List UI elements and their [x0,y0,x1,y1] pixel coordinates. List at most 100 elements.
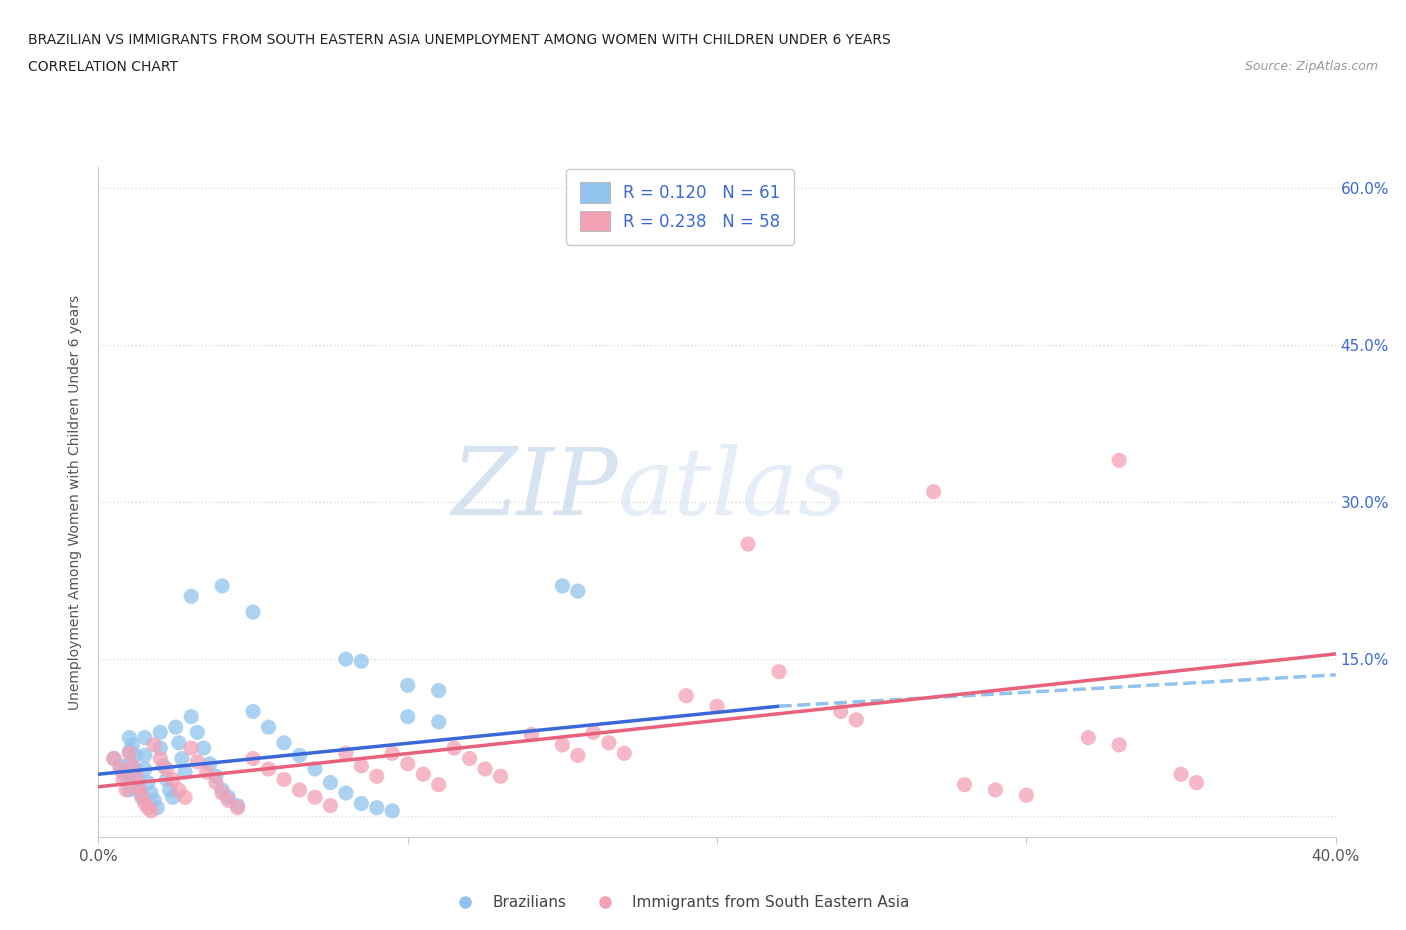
Point [115,769,138,784]
Point [195,764,218,779]
Point [1108,453,1130,468]
Point [186,725,208,740]
Point [396,678,419,693]
Point [136,800,159,815]
Point [180,710,202,724]
Point [162,772,184,787]
Point [984,782,1007,797]
Point [706,698,728,713]
Point [1108,737,1130,752]
Point [335,746,357,761]
Point [551,737,574,752]
Point [675,688,697,703]
Point [134,730,156,745]
Point [115,782,138,797]
Point [170,751,193,766]
Point [134,796,156,811]
Point [143,793,166,808]
Point [143,737,166,752]
Point [226,800,249,815]
Point [489,769,512,784]
Point [128,772,150,787]
Point [217,790,239,804]
Point [155,762,177,777]
Point [136,776,159,790]
Point [335,652,357,667]
Point [149,751,172,766]
Point [520,727,543,742]
Point [1185,776,1208,790]
Point [242,604,264,619]
Point [567,584,589,599]
Point [242,751,264,766]
Point [257,720,280,735]
Point [304,762,326,777]
Text: Source: ZipAtlas.com: Source: ZipAtlas.com [1244,60,1378,73]
Point [112,772,135,787]
Point [139,786,162,801]
Point [319,798,342,813]
Point [830,704,852,719]
Point [121,737,143,752]
Legend: Brazilians, Immigrants from South Eastern Asia: Brazilians, Immigrants from South Easter… [444,889,915,916]
Point [149,740,172,755]
Point [108,762,131,777]
Text: CORRELATION CHART: CORRELATION CHART [28,60,179,74]
Point [118,744,141,759]
Point [118,746,141,761]
Point [350,654,373,669]
Point [551,578,574,593]
Point [112,764,135,779]
Point [174,790,197,804]
Point [381,746,404,761]
Point [427,714,450,729]
Point [131,790,153,804]
Point [567,748,589,763]
Point [412,766,434,781]
Point [350,759,373,774]
Point [180,589,202,604]
Point [427,777,450,792]
Point [124,762,146,777]
Point [128,779,150,794]
Point [474,762,496,777]
Point [427,684,450,698]
Point [167,782,190,797]
Point [257,762,280,777]
Point [139,804,162,818]
Point [613,746,636,761]
Point [155,772,177,787]
Text: atlas: atlas [619,444,848,534]
Point [458,751,481,766]
Point [211,782,233,797]
Point [953,777,976,792]
Point [350,796,373,811]
Point [186,754,208,769]
Point [1077,730,1099,745]
Point [165,720,187,735]
Point [226,798,249,813]
Point [180,740,202,755]
Y-axis label: Unemployment Among Women with Children Under 6 years: Unemployment Among Women with Children U… [69,295,83,710]
Point [103,751,125,766]
Point [217,793,239,808]
Point [159,782,181,797]
Point [134,762,156,777]
Point [211,578,233,593]
Point [381,804,404,818]
Point [152,759,174,774]
Point [103,751,125,766]
Point [737,537,759,551]
Point [131,788,153,803]
Point [582,725,605,740]
Point [598,736,620,751]
Point [205,769,228,784]
Point [128,782,150,797]
Point [167,736,190,751]
Point [205,776,228,790]
Point [174,764,197,779]
Point [124,769,146,784]
Point [108,759,131,774]
Point [162,790,184,804]
Point [124,748,146,763]
